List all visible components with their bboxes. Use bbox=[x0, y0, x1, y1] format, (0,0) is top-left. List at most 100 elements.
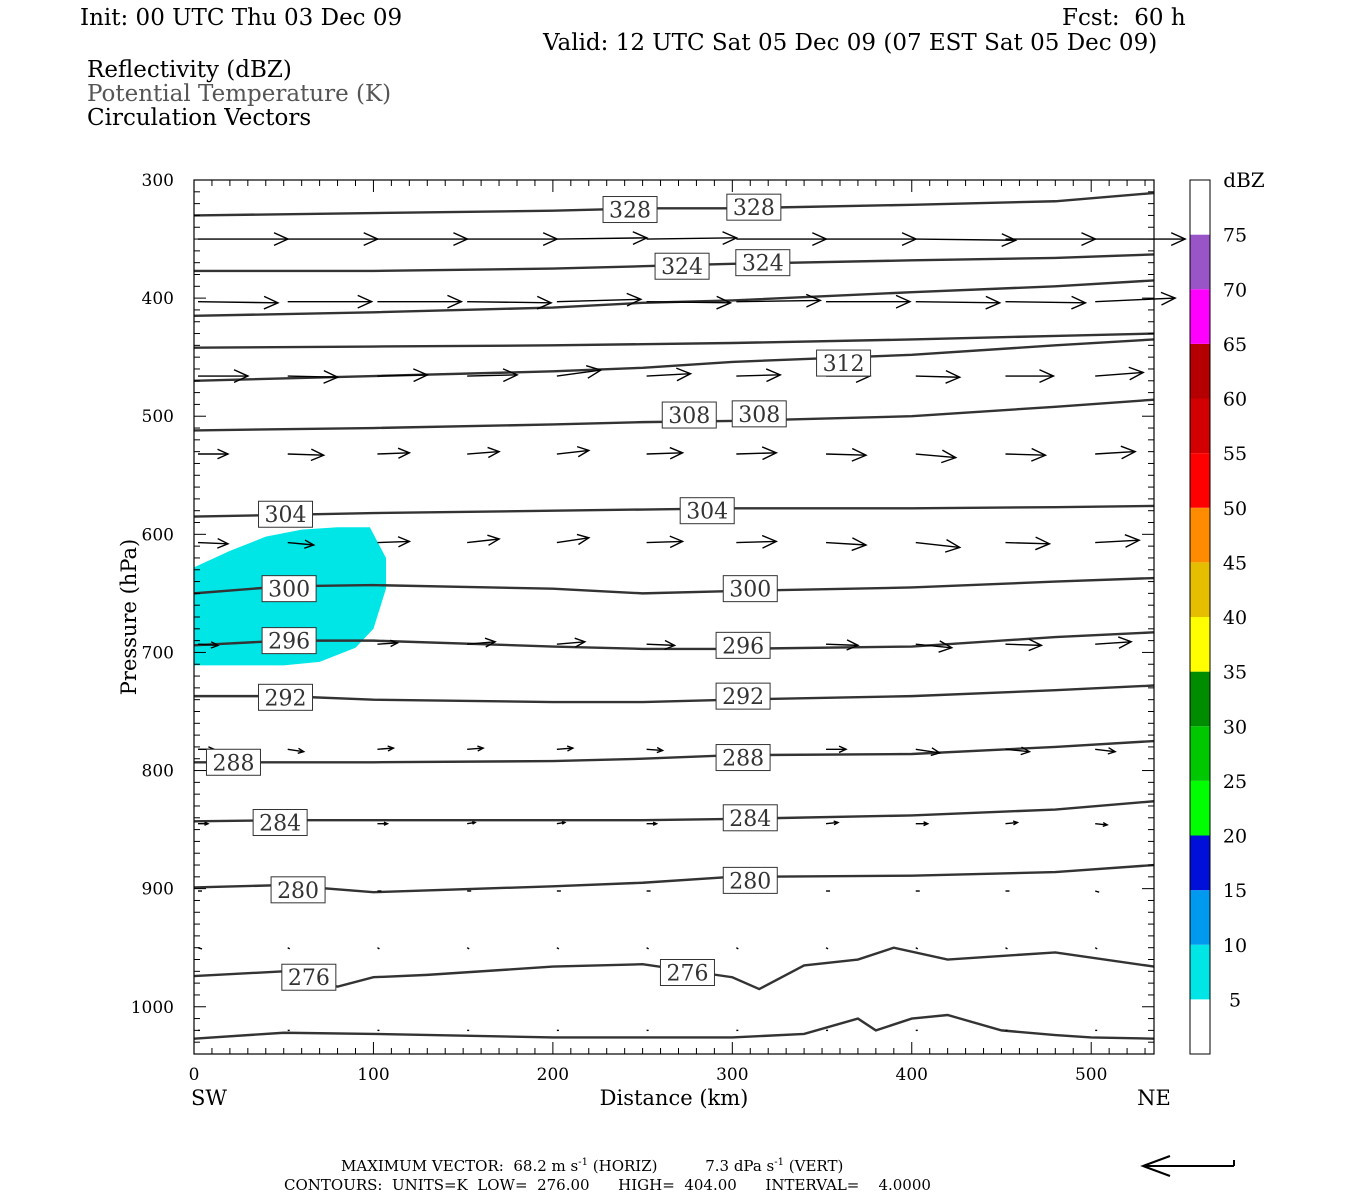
contour-label-box bbox=[722, 804, 778, 832]
wind-vector bbox=[377, 947, 380, 950]
vector-shaft bbox=[915, 947, 919, 950]
wind-vector bbox=[1095, 445, 1137, 460]
vector-head bbox=[574, 637, 587, 648]
colorbar-level-label: 75 bbox=[1223, 225, 1247, 247]
vector-head bbox=[1020, 746, 1032, 756]
wind-vector bbox=[556, 445, 591, 458]
contour-label-text: 296 bbox=[268, 630, 310, 655]
colorbar-level-label: 55 bbox=[1223, 443, 1247, 465]
colorbar-level-label: 35 bbox=[1223, 662, 1247, 684]
wind-vector bbox=[556, 820, 567, 825]
contour-label-box bbox=[654, 252, 710, 280]
contour-label-text: 288 bbox=[722, 747, 764, 772]
vector-shaft bbox=[646, 372, 691, 377]
vector-head bbox=[1031, 447, 1048, 462]
vector-head bbox=[938, 640, 954, 653]
colorbar-segment bbox=[1190, 289, 1210, 344]
colorbar-segment bbox=[1190, 944, 1210, 1000]
wind-vector bbox=[197, 538, 230, 549]
wind-vector bbox=[826, 745, 848, 754]
vector-shaft bbox=[287, 748, 304, 753]
vector-shaft bbox=[646, 452, 683, 455]
vector-shaft bbox=[1005, 643, 1042, 647]
vector-head bbox=[233, 369, 250, 383]
vector-shaft bbox=[287, 453, 324, 456]
contour-label-box bbox=[715, 682, 771, 710]
contour-label-text: 324 bbox=[742, 252, 784, 277]
theta-contour-292 bbox=[194, 684, 1155, 704]
wind-vector bbox=[556, 231, 649, 245]
vector-shaft bbox=[197, 541, 229, 545]
colorbar-level-label: 25 bbox=[1223, 771, 1247, 793]
vector-shaft bbox=[915, 300, 1000, 304]
wind-vector bbox=[825, 947, 829, 950]
vector-shaft bbox=[556, 298, 641, 303]
wind-vector bbox=[198, 821, 210, 826]
field-circulation-vectors: Circulation Vectors bbox=[87, 105, 312, 131]
wind-vector bbox=[377, 232, 470, 246]
colorbar-segment bbox=[1190, 780, 1210, 836]
contour-label-text: 328 bbox=[609, 199, 651, 224]
colorbar-segment bbox=[1190, 507, 1210, 563]
contour-label: 300 bbox=[261, 575, 317, 603]
vector-shaft bbox=[377, 540, 410, 544]
contour-label-box bbox=[205, 748, 261, 776]
vector-shaft bbox=[915, 375, 960, 378]
vector-head bbox=[805, 293, 823, 308]
wind-vector bbox=[646, 639, 677, 651]
wind-vector bbox=[915, 295, 1002, 310]
vector-head bbox=[561, 820, 567, 825]
vector-head bbox=[985, 295, 1002, 310]
vector-shaft bbox=[825, 947, 829, 950]
wind-vector bbox=[1005, 638, 1044, 652]
vector-shaft bbox=[646, 300, 731, 304]
vector-head bbox=[502, 368, 519, 383]
vector-shaft bbox=[736, 374, 781, 377]
vector-head bbox=[1035, 536, 1052, 551]
contour-label-box bbox=[258, 500, 314, 528]
vector-shaft bbox=[915, 643, 952, 649]
wind-vector bbox=[646, 947, 649, 950]
contour-label: 276 bbox=[281, 963, 337, 991]
vector-head bbox=[217, 538, 230, 549]
colorbar-segment bbox=[1190, 562, 1210, 617]
contour-label: 292 bbox=[715, 682, 771, 710]
wind-vector bbox=[736, 534, 779, 549]
x-axis-left-end-label: SW bbox=[191, 1086, 227, 1110]
vector-shaft bbox=[826, 643, 859, 647]
axes-layer: 0 100 200 300 400 500 300 400 500 600 700 800 900 100… bbox=[117, 171, 1171, 1110]
vector-shaft bbox=[556, 947, 560, 950]
wind-vector bbox=[646, 535, 685, 549]
wind-vector bbox=[735, 947, 739, 950]
theta-contour-288 bbox=[194, 739, 1155, 764]
vector-shaft bbox=[556, 641, 585, 645]
vector-shaft bbox=[915, 453, 956, 459]
colorbar-level-label: 10 bbox=[1223, 935, 1247, 957]
theta-contour-328 bbox=[193, 191, 1155, 217]
colorbar-frame bbox=[1189, 179, 1211, 1055]
vector-shaft bbox=[466, 947, 470, 950]
wind-vector bbox=[915, 821, 930, 827]
contour-label: 288 bbox=[205, 748, 261, 776]
vector-head bbox=[477, 745, 485, 752]
contour-label-box bbox=[715, 631, 771, 659]
vector-shaft bbox=[556, 237, 647, 240]
contour-label: 308 bbox=[661, 401, 717, 429]
wind-vector bbox=[915, 369, 962, 384]
x-axis-title: Distance (km) bbox=[600, 1086, 749, 1110]
colorbar-segment bbox=[1190, 671, 1210, 727]
vector-head bbox=[664, 639, 677, 651]
vector-head bbox=[1107, 747, 1117, 755]
vector-head bbox=[838, 745, 848, 754]
contour-label: 312 bbox=[816, 349, 872, 377]
vector-head bbox=[383, 821, 390, 826]
vector-head bbox=[576, 445, 591, 458]
vector-head bbox=[669, 446, 685, 460]
vector-shaft bbox=[1095, 539, 1140, 544]
max-vector-horiz: 68.2 m s bbox=[513, 1157, 579, 1175]
wind-vector bbox=[287, 539, 316, 549]
vector-shaft bbox=[556, 747, 573, 750]
vector-head bbox=[1001, 233, 1018, 248]
vector-head bbox=[632, 231, 649, 245]
